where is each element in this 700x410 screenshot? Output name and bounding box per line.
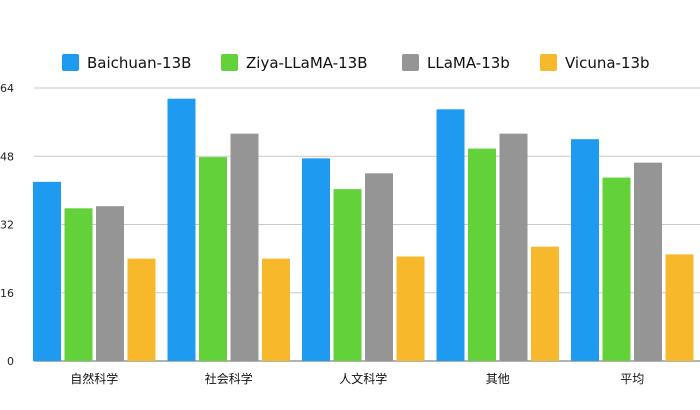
- legend-swatch: [62, 54, 79, 71]
- y-tick-label: 64: [0, 82, 14, 95]
- x-category-label: 平均: [620, 372, 644, 386]
- bar-baichuan-13b-1: [167, 98, 196, 361]
- bar-baichuan-13b-0: [33, 181, 61, 361]
- bar-vicuna-13b-3: [531, 246, 559, 361]
- bar-baichuan-13b-3: [436, 109, 465, 361]
- y-axis-ticks: 0 16 32 48 64: [0, 82, 14, 368]
- legend-swatch: [221, 54, 238, 71]
- y-tick-label: 0: [7, 355, 14, 368]
- bar-ziya-llama-13b-1: [199, 157, 227, 361]
- bar-ziya-llama-13b-3: [468, 148, 496, 361]
- bar-vicuna-13b-0: [127, 258, 156, 361]
- x-category-label: 人文科学: [339, 371, 387, 386]
- bar-vicuna-13b-4: [665, 254, 694, 361]
- bar-llama-13b-0: [96, 206, 124, 361]
- bar-llama-13b-3: [499, 133, 528, 361]
- bar-baichuan-13b-2: [302, 158, 330, 361]
- legend-label: Baichuan-13B: [87, 54, 191, 72]
- legend-swatch: [540, 54, 557, 71]
- legend-label: LLaMA-13b: [427, 54, 510, 72]
- legend-swatch: [402, 54, 419, 71]
- bar-vicuna-13b-1: [262, 258, 290, 361]
- legend-label: Vicuna-13b: [565, 54, 650, 72]
- bar-ziya-llama-13b-2: [333, 189, 362, 361]
- bar-ziya-llama-13b-0: [64, 208, 93, 361]
- y-tick-label: 16: [0, 287, 14, 300]
- y-tick-label: 48: [0, 150, 14, 163]
- bar-baichuan-13b-4: [571, 139, 599, 361]
- bar-llama-13b-2: [365, 173, 393, 361]
- x-axis-categories: 自然科学 社会科学 人文科学 其他 平均: [70, 371, 644, 386]
- x-category-label: 其他: [486, 372, 510, 386]
- bar-llama-13b-4: [634, 162, 662, 361]
- bar-ziya-llama-13b-4: [602, 177, 631, 361]
- legend: Baichuan-13B Ziya-LLaMA-13B LLaMA-13b Vicun…: [62, 54, 650, 72]
- legend-label: Ziya-LLaMA-13B: [246, 54, 368, 72]
- bar-llama-13b-1: [230, 133, 259, 361]
- bar-vicuna-13b-2: [396, 256, 425, 361]
- x-category-label: 自然科学: [70, 371, 118, 386]
- y-tick-label: 32: [0, 219, 14, 232]
- x-category-label: 社会科学: [205, 371, 253, 386]
- bars: [33, 98, 694, 361]
